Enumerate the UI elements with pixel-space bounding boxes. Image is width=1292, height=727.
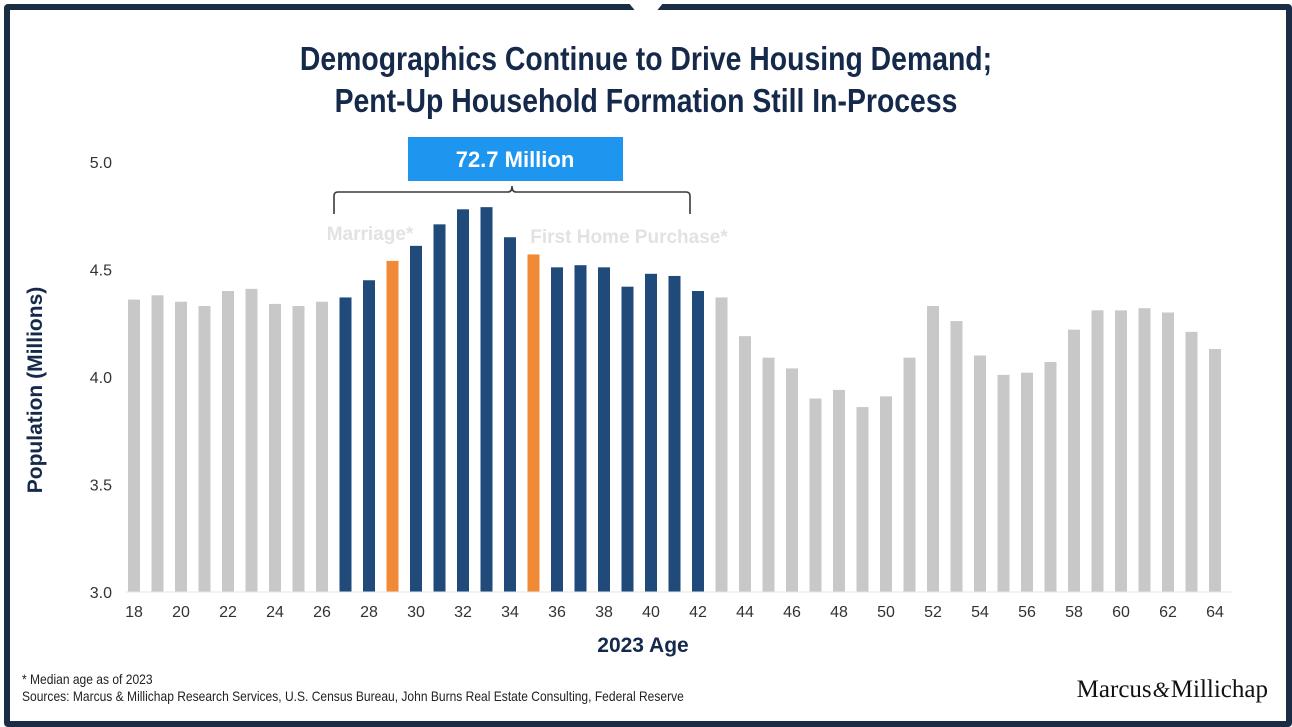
callout-bracket xyxy=(333,185,691,214)
x-axis-title: 2023 Age xyxy=(597,634,688,657)
bar-age-32 xyxy=(457,209,469,593)
bar-age-53 xyxy=(950,321,963,592)
bar-age-59 xyxy=(1091,310,1104,592)
chart-title: Demographics Continue to Drive Housing D… xyxy=(90,38,1201,122)
y-tick-label: 4.5 xyxy=(90,263,112,280)
x-tick-label: 48 xyxy=(830,604,848,621)
x-tick-label: 36 xyxy=(548,604,566,621)
bar-age-26 xyxy=(316,301,328,592)
bar-age-45 xyxy=(762,357,775,592)
bar-age-42 xyxy=(692,291,704,592)
footnote-sources: Sources: Marcus & Millichap Research Ser… xyxy=(22,688,684,704)
chart-title-line-1: Demographics Continue to Drive Housing D… xyxy=(299,40,993,77)
y-tick-label: 3.5 xyxy=(90,478,112,495)
bar-age-51 xyxy=(903,357,916,592)
bar-age-36 xyxy=(551,267,563,592)
x-tick-label: 44 xyxy=(736,604,754,621)
marriage-label: Marriage* xyxy=(327,224,414,245)
bar-age-60 xyxy=(1115,310,1127,592)
bar-age-43 xyxy=(715,297,728,592)
x-tick-label: 62 xyxy=(1159,604,1177,621)
bar-age-54 xyxy=(974,355,986,592)
bar-age-64 xyxy=(1209,349,1221,592)
first-home-purchase-label: First Home Purchase* xyxy=(530,227,728,248)
bar-age-40 xyxy=(645,273,657,592)
callout-box xyxy=(408,137,623,181)
y-axis-title: Population (Millions) xyxy=(24,287,47,493)
bar-age-35 xyxy=(527,254,540,592)
bar-age-57 xyxy=(1044,361,1057,592)
x-tick-label: 42 xyxy=(689,604,707,621)
bar-age-25 xyxy=(292,306,305,592)
x-axis-tick-labels: 18 20 22 24 26 28 30 32 34 36 38 40 42 44 46 48 50 52 54 56… xyxy=(125,604,1224,621)
bar-age-58 xyxy=(1068,329,1080,592)
x-tick-label: 18 xyxy=(125,604,143,621)
bar-age-52 xyxy=(927,306,939,592)
bar-age-20 xyxy=(175,301,187,592)
bar-age-37 xyxy=(574,265,587,592)
bar-age-30 xyxy=(410,245,422,592)
bar-age-38 xyxy=(598,267,610,592)
bar-age-24 xyxy=(269,303,281,592)
x-tick-label: 24 xyxy=(266,604,284,621)
bar-age-41 xyxy=(668,275,681,592)
y-axis-tick-labels: 3.0 3.5 4.0 4.5 5.0 xyxy=(90,155,112,602)
x-tick-label: 60 xyxy=(1112,604,1130,621)
bar-age-56 xyxy=(1021,372,1033,592)
chart-title-line-2: Pent-Up Household Formation Still In-Pro… xyxy=(334,82,958,119)
logo-word-marcus: Marcus xyxy=(1076,676,1152,703)
x-tick-label: 26 xyxy=(313,604,331,621)
bar-age-50 xyxy=(880,396,892,592)
y-tick-label: 5.0 xyxy=(90,155,112,172)
x-tick-label: 30 xyxy=(407,604,425,621)
bar-age-18 xyxy=(128,299,140,592)
bar-age-49 xyxy=(856,407,869,592)
x-tick-label: 54 xyxy=(971,604,989,621)
x-tick-label: 38 xyxy=(595,604,613,621)
bar-age-46 xyxy=(786,368,798,592)
y-tick-label: 3.0 xyxy=(90,585,112,602)
bar-age-34 xyxy=(504,237,516,592)
frame-notch xyxy=(628,2,664,24)
x-tick-label: 64 xyxy=(1206,604,1224,621)
x-tick-label: 20 xyxy=(172,604,190,621)
bar-age-27 xyxy=(339,297,352,592)
bar-age-19 xyxy=(151,295,164,592)
x-tick-label: 46 xyxy=(783,604,801,621)
footnote-median-age: * Median age as of 2023 xyxy=(22,671,153,687)
bar-age-23 xyxy=(245,288,258,592)
footnote: * Median age as of 2023 Sources: Marcus … xyxy=(22,671,684,705)
bar-age-28 xyxy=(363,280,375,592)
bar-age-29 xyxy=(386,260,399,592)
bar-age-31 xyxy=(433,224,446,592)
x-tick-label: 32 xyxy=(454,604,472,621)
logo-word-millichap: Millichap xyxy=(1170,676,1268,703)
x-tick-label: 28 xyxy=(360,604,378,621)
bar-age-63 xyxy=(1185,331,1198,592)
bar-age-21 xyxy=(198,306,211,592)
logo-ampersand: & xyxy=(1152,677,1170,702)
bars xyxy=(128,207,1221,593)
marcus-millichap-logo: Marcus&Millichap xyxy=(1077,676,1268,704)
callout-label: 72.7 Million xyxy=(456,147,575,172)
bar-age-61 xyxy=(1138,308,1151,592)
x-tick-label: 52 xyxy=(924,604,942,621)
x-tick-label: 22 xyxy=(219,604,237,621)
x-tick-label: 56 xyxy=(1018,604,1036,621)
bar-age-47 xyxy=(809,398,822,592)
bar-age-22 xyxy=(222,291,234,592)
bar-age-33 xyxy=(480,207,493,592)
bar-age-39 xyxy=(621,286,634,592)
bar-age-44 xyxy=(739,336,751,592)
x-tick-label: 58 xyxy=(1065,604,1083,621)
bar-age-62 xyxy=(1162,312,1174,592)
bar-age-55 xyxy=(997,374,1010,592)
x-tick-label: 40 xyxy=(642,604,660,621)
y-tick-label: 4.0 xyxy=(90,370,112,387)
x-tick-label: 34 xyxy=(501,604,519,621)
bar-age-48 xyxy=(833,389,845,592)
x-tick-label: 50 xyxy=(877,604,895,621)
